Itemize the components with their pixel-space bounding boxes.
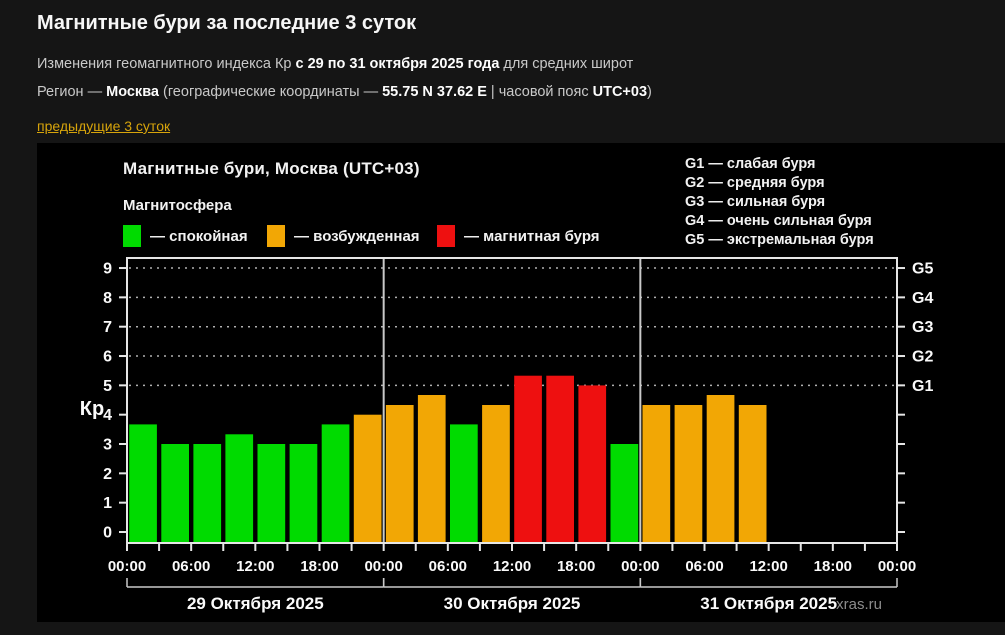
y-axis-title: Кр — [80, 398, 104, 420]
legend-title: Магнитосфера — [123, 197, 232, 214]
g1-legend-line: G1 — слабая буря — [685, 156, 816, 172]
chart-title: Магнитные бури, Москва (UTC+03) — [123, 159, 420, 178]
chart-panel: 0 1 2 3 4 5 G1 6 G2 7 G3 8 G4 9 G5 Кр 00:00 06:00 12:00 18:… — [37, 143, 1005, 622]
y-axis-label-5: 5 — [103, 378, 112, 395]
time-label: 12:00 — [749, 558, 787, 575]
time-label: 06:00 — [429, 558, 467, 575]
kp-bar-day1-slot3 — [193, 444, 222, 543]
date-label-day1: 29 Октября 2025 — [187, 594, 324, 613]
date-label-day3: 31 Октября 2025 — [700, 594, 837, 613]
time-label: 18:00 — [814, 558, 852, 575]
g2-legend-line: G2 — средняя буря — [685, 175, 825, 191]
subtitle-pre: Изменения геомагнитного индекса Кр — [37, 56, 296, 72]
y-axis-label-3: 3 — [103, 437, 112, 454]
kp-bar-day2-slot4 — [482, 405, 510, 543]
legend-quiet-label: — спокойная — [150, 227, 248, 245]
kp-bar-day2-slot3 — [450, 424, 478, 543]
kp-bar-day2-slot1 — [385, 405, 414, 543]
kp-bar-day3-slot1 — [642, 405, 671, 543]
kp-bar-day1-slot1 — [129, 424, 157, 543]
g5-legend-line: G5 — экстремальная буря — [685, 232, 874, 248]
g-axis-label-G2: G2 — [912, 349, 933, 366]
legend-item-excited: — возбужденная — [267, 224, 420, 248]
time-label: 18:00 — [300, 558, 338, 575]
kp-bar-day2-slot6 — [546, 375, 574, 543]
kp-bar-day1-slot8 — [353, 414, 382, 543]
kp-bar-day3-slot4 — [738, 405, 767, 543]
time-label: 00:00 — [364, 558, 402, 575]
time-label: 00:00 — [878, 558, 916, 575]
legend-storm-label: — магнитная буря — [464, 227, 600, 245]
time-label: 18:00 — [557, 558, 595, 575]
y-axis-label-6: 6 — [103, 349, 112, 366]
g3-legend-line: G3 — сильная буря — [685, 194, 826, 210]
kp-bar-day3-slot3 — [706, 395, 735, 543]
time-label: 12:00 — [493, 558, 531, 575]
time-label: 00:00 — [621, 558, 659, 575]
kp-bar-day1-slot5 — [257, 444, 286, 543]
y-axis-label-7: 7 — [103, 319, 112, 336]
watermark: xras.ru — [836, 596, 882, 613]
region-name: Москва — [106, 84, 159, 100]
y-axis-label-8: 8 — [103, 290, 112, 307]
g-scale-legend: G1 — слабая буря G2 — средняя буря G3 — … — [685, 155, 874, 250]
legend-item-storm: — магнитная буря — [437, 224, 600, 248]
region-sep: | часовой пояс — [486, 84, 593, 100]
kp-bar-day1-slot2 — [161, 444, 189, 543]
g-axis-label-G3: G3 — [912, 319, 933, 336]
legend-item-quiet: — спокойная — [123, 224, 248, 248]
previous-3-days-link[interactable]: предыдущие 3 суток — [37, 118, 171, 134]
g4-legend-line: G4 — очень сильная буря — [685, 213, 872, 229]
quiet-swatch-icon — [123, 225, 141, 247]
y-axis-label-1: 1 — [103, 495, 112, 512]
time-label: 06:00 — [685, 558, 723, 575]
date-label-day2: 30 Октября 2025 — [444, 594, 581, 613]
region-pre: Регион — — [37, 84, 107, 100]
subtitle-post: для средних широт — [499, 56, 634, 72]
y-axis-label-0: 0 — [103, 525, 112, 542]
coordinates: 55.75 N 37.62 E — [382, 84, 487, 100]
date-range: с 29 по 31 октября 2025 года — [295, 56, 500, 72]
kp-bar-chart: 0 1 2 3 4 5 G1 6 G2 7 G3 8 G4 9 G5 Кр 00:00 06:00 12:00 18:… — [80, 257, 933, 613]
g-axis-label-G5: G5 — [912, 261, 933, 278]
legend-excited-label: — возбужденная — [294, 227, 420, 245]
kp-bar-day3-slot2 — [674, 405, 703, 543]
excited-swatch-icon — [267, 225, 285, 247]
kp-bar-day2-slot5 — [514, 375, 542, 543]
kp-bar-day2-slot2 — [417, 395, 446, 543]
g-axis-label-G4: G4 — [912, 290, 933, 307]
time-label: 06:00 — [172, 558, 210, 575]
region-mid: (географические координаты — — [158, 84, 383, 100]
g-axis-label-G1: G1 — [912, 378, 933, 395]
subtitle-region: Регион — Москва (географические координа… — [37, 84, 652, 100]
kp-bar-day1-slot6 — [289, 444, 318, 543]
region-post: ) — [647, 84, 652, 100]
y-axis-label-9: 9 — [103, 261, 112, 278]
subtitle-index-range: Изменения геомагнитного индекса Кр с 29 … — [37, 56, 633, 72]
time-label: 00:00 — [108, 558, 146, 575]
y-axis-label-4: 4 — [103, 407, 112, 424]
kp-bar-day2-slot7 — [578, 385, 607, 543]
time-label: 12:00 — [236, 558, 274, 575]
y-axis-label-2: 2 — [103, 466, 112, 483]
kp-bar-day1-slot4 — [225, 434, 254, 543]
timezone: UTC+03 — [592, 84, 648, 100]
storm-swatch-icon — [437, 225, 455, 247]
page-title: Магнитные бури за последние 3 суток — [37, 12, 417, 34]
kp-bar-day2-slot8 — [610, 444, 639, 543]
kp-bar-day1-slot7 — [321, 424, 350, 543]
